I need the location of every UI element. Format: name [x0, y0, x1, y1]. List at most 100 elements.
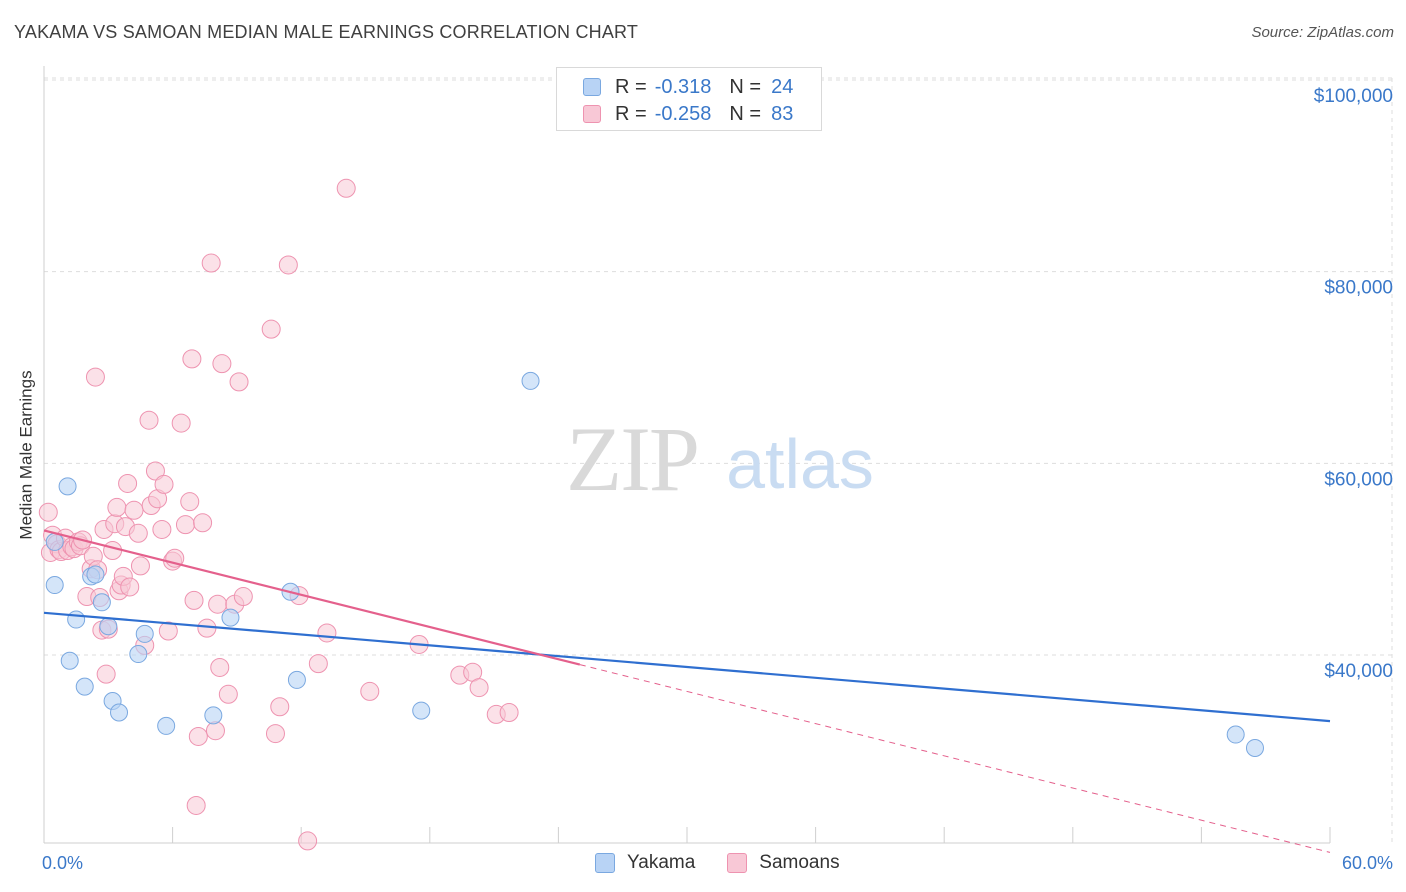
yakama-point [129, 645, 148, 664]
source-label: Source: ZipAtlas.com [1251, 24, 1394, 41]
samoan-point [336, 178, 356, 198]
samoan-point [103, 541, 123, 561]
chart-title: YAKAMA VS SAMOAN MEDIAN MALE EARNINGS CO… [14, 22, 639, 42]
samoan-point [85, 367, 105, 387]
yakama-point [110, 703, 129, 722]
samoan-point [184, 590, 204, 610]
y-tick-label: $40,000 [1324, 661, 1393, 682]
tick-labels: $40,000 $60,000 $80,000 $100,000 0.0% 60.0% [42, 86, 1393, 873]
samoan-point [118, 473, 138, 493]
samoan-point [120, 577, 140, 597]
samoan-point [201, 253, 221, 273]
grid-lines [44, 77, 1393, 843]
samoan-point [193, 513, 213, 533]
yakama-point [157, 716, 176, 735]
series-legend: Yakama Samoans [595, 852, 872, 874]
n-label: N = [729, 75, 762, 98]
legend-item-yakama[interactable]: Yakama [595, 852, 695, 874]
samoan-point [186, 795, 206, 815]
samoan-point [208, 594, 228, 614]
yakama-point [99, 617, 118, 636]
y-axis-label-wrap: Median Male Earnings [2, 340, 52, 570]
samoan-point [308, 654, 328, 674]
samoan-point [218, 684, 238, 704]
yakama-point [60, 651, 79, 670]
yakama-point [287, 670, 306, 689]
samoan-point [107, 497, 127, 517]
samoan-point [96, 664, 116, 684]
watermark: ZIP atlas [566, 408, 874, 510]
samoan-point [278, 255, 298, 275]
y-tick-label: $100,000 [1314, 86, 1393, 107]
r-value: -0.318 [654, 75, 712, 98]
samoan-point [154, 474, 174, 494]
legend-row-samoans: R = -0.258 N = 83 [583, 102, 793, 126]
samoan-point [317, 623, 337, 643]
samoan-point [180, 492, 200, 512]
samoan-point [265, 724, 285, 744]
samoan-point [229, 372, 249, 392]
samoan-trend-line [43, 529, 581, 666]
yakama-point [67, 610, 86, 629]
n-value: 24 [771, 75, 794, 98]
samoan-point [360, 681, 380, 701]
samoan-point [233, 587, 253, 607]
x-tick-label-min: 0.0% [42, 853, 83, 873]
watermark-atlas: atlas [726, 425, 874, 503]
samoan-point [175, 515, 195, 535]
samoan-point [182, 349, 202, 369]
yakama-point [1245, 738, 1264, 757]
yakama-legend-label: Yakama [627, 852, 696, 873]
legend-row-yakama: R = -0.318 N = 24 [583, 75, 793, 99]
samoan-point [38, 502, 58, 522]
yakama-point [1226, 725, 1245, 744]
n-value: 83 [771, 102, 794, 125]
samoan-point [205, 721, 225, 741]
yakama-point [521, 371, 540, 390]
trend-lines [43, 529, 1331, 853]
correlation-legend: R = -0.318 N = 24 R = -0.258 N = 83 [556, 67, 822, 131]
yakama-point [412, 701, 431, 720]
samoan-point [261, 319, 281, 339]
yakama-point [221, 608, 240, 627]
samoan-point [469, 678, 489, 698]
samoan-trend-extension [579, 664, 1331, 853]
samoan-point [158, 621, 178, 641]
samoan-point [210, 657, 230, 677]
samoan-point [130, 556, 150, 576]
y-axis-label: Median Male Earnings [17, 370, 36, 540]
r-label: R = [615, 75, 647, 98]
n-label: N = [729, 102, 762, 125]
y-tick-label: $60,000 [1324, 469, 1393, 490]
r-value: -0.258 [654, 102, 712, 125]
yakama-point [75, 677, 94, 696]
yakama-point [45, 576, 64, 595]
watermark-zip: ZIP [566, 408, 698, 510]
samoan-point [139, 410, 159, 430]
samoan-legend-swatch [727, 853, 748, 873]
legend-item-samoans[interactable]: Samoans [727, 852, 840, 874]
yakama-swatch [583, 78, 601, 96]
samoan-point [270, 697, 290, 717]
samoan-point [124, 500, 144, 520]
samoan-point [152, 519, 172, 539]
yakama-trend-line [43, 611, 1331, 723]
samoan-point [128, 523, 148, 543]
yakama-point [135, 624, 154, 643]
x-tick-label-max: 60.0% [1342, 853, 1393, 873]
samoan-legend-label: Samoans [759, 852, 840, 873]
yakama-point [58, 477, 77, 496]
samoan-point [298, 831, 318, 851]
samoan-point [188, 726, 208, 746]
samoan-point [171, 413, 191, 433]
yakama-point [86, 565, 105, 584]
samoan-point [499, 703, 519, 722]
r-label: R = [615, 102, 647, 125]
samoan-point [145, 461, 165, 481]
yakama-point [204, 706, 223, 725]
yakama-legend-swatch [595, 853, 615, 873]
y-tick-label: $80,000 [1324, 278, 1393, 299]
samoan-swatch [583, 105, 601, 123]
series-yakama [45, 371, 1264, 757]
